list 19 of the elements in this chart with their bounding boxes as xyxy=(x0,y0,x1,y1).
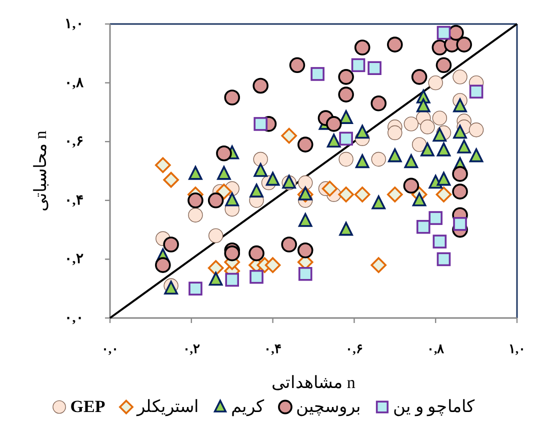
legend-label: کاماچو و ین xyxy=(393,397,476,417)
y-tick-label: ۰,۶ xyxy=(64,134,84,150)
x-axis-title: n مشاهداتی xyxy=(272,373,356,392)
y-axis-title: n محاسباتی xyxy=(31,130,50,212)
x-tick-label: ۰,۸ xyxy=(426,341,446,356)
y-tick-label: ۱,۰ xyxy=(64,17,84,32)
legend-label: بروسچین xyxy=(296,397,362,417)
legend-label: کریم xyxy=(231,397,266,417)
y-tick-label: ۰,۲ xyxy=(64,252,84,268)
legend-label: استریکلر xyxy=(136,397,200,417)
x-tick-label: ۰,۴ xyxy=(264,341,282,356)
x-tick-label: ۰,۰ xyxy=(101,341,119,356)
y-tick-label: ۰,۰ xyxy=(64,311,84,326)
x-tick-label: ۱,۰ xyxy=(508,341,526,356)
y-tick-label: ۰,۴ xyxy=(64,193,84,208)
x-tick-label: ۰,۲ xyxy=(182,341,200,356)
y-tick-label: ۰,۸ xyxy=(64,76,84,91)
legend-label: GEP xyxy=(70,397,106,416)
x-tick-label: ۰,۶ xyxy=(346,341,363,356)
